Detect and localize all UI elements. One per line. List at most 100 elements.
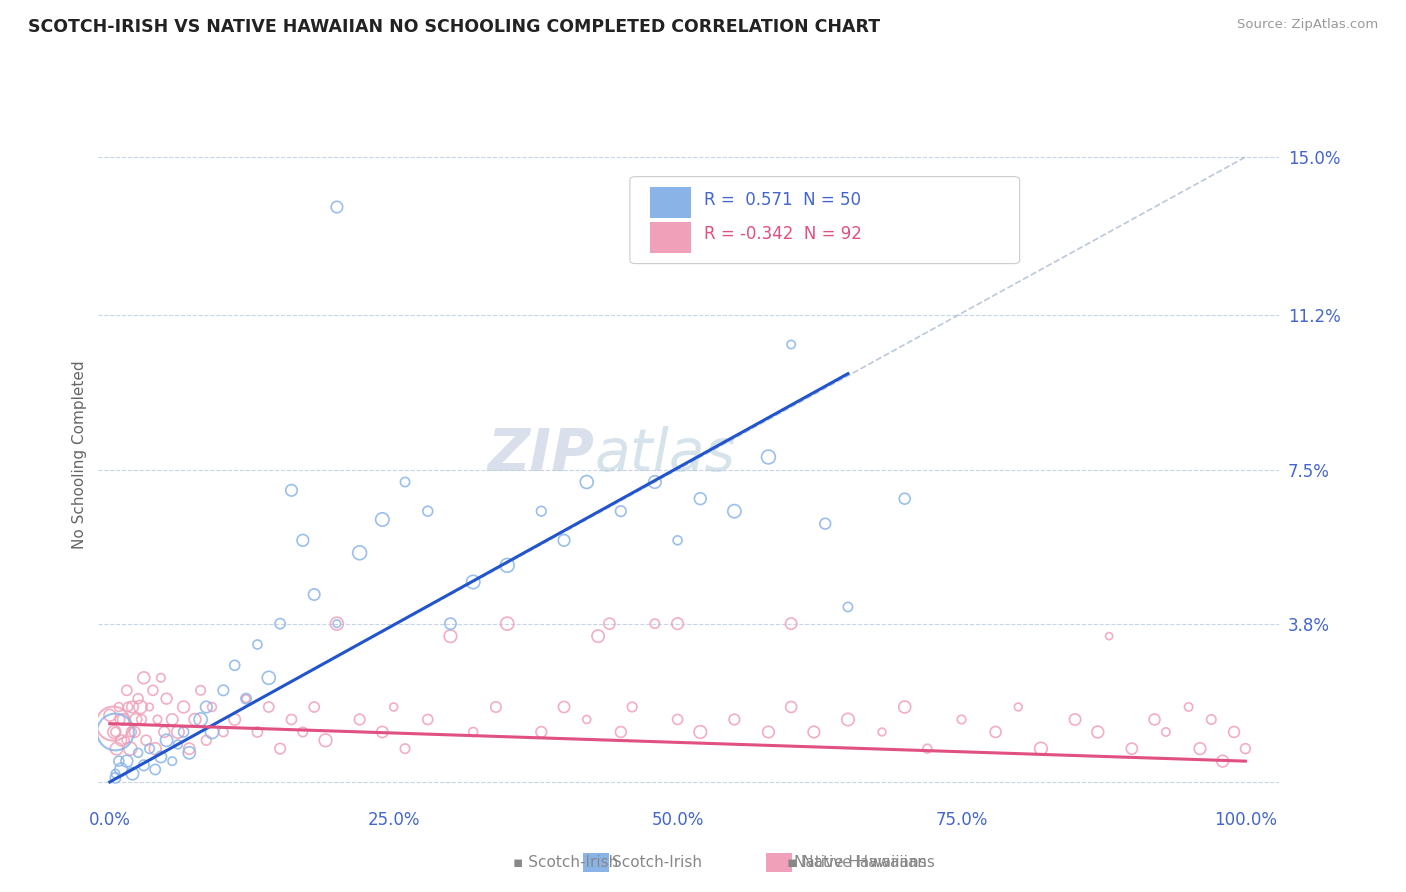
Point <box>1029 741 1052 756</box>
Point <box>138 700 160 714</box>
Point <box>984 725 1007 739</box>
Point <box>723 713 745 727</box>
Point <box>108 700 131 714</box>
Point <box>1154 725 1177 739</box>
Point <box>326 616 349 631</box>
Point <box>315 733 337 747</box>
Point <box>246 638 269 652</box>
Point <box>167 738 190 752</box>
Point <box>758 450 780 464</box>
Bar <box>766 853 792 872</box>
Point <box>155 733 177 747</box>
Point <box>103 725 125 739</box>
Point <box>108 713 131 727</box>
Point <box>104 771 127 785</box>
Point <box>173 700 195 714</box>
Point <box>666 616 689 631</box>
Point <box>117 700 139 714</box>
Point <box>371 512 394 526</box>
FancyBboxPatch shape <box>630 177 1019 263</box>
Point <box>269 741 291 756</box>
Point <box>610 725 633 739</box>
Point <box>1098 629 1121 643</box>
Point <box>129 700 152 714</box>
Point <box>121 766 143 780</box>
Point <box>143 741 166 756</box>
Point <box>121 700 143 714</box>
Point <box>224 713 246 727</box>
Point <box>530 504 553 518</box>
Point <box>1201 713 1223 727</box>
Point <box>439 616 461 631</box>
Point <box>1223 725 1246 739</box>
Point <box>302 700 325 714</box>
Point <box>190 713 212 727</box>
Point <box>142 683 165 698</box>
Point <box>870 725 893 739</box>
Text: R =  0.571  N = 50: R = 0.571 N = 50 <box>704 191 862 209</box>
Text: ▪ Scotch-Irish: ▪ Scotch-Irish <box>513 855 619 870</box>
Point <box>269 616 291 631</box>
Point <box>132 671 155 685</box>
Point <box>496 558 519 573</box>
Point <box>162 754 183 768</box>
Point <box>575 475 598 489</box>
Point <box>257 671 280 685</box>
Point <box>1143 713 1166 727</box>
Point <box>689 725 711 739</box>
Point <box>143 763 166 777</box>
Point <box>280 713 302 727</box>
Point <box>257 700 280 714</box>
Point <box>416 713 439 727</box>
Text: ▪ Native Hawaiians: ▪ Native Hawaiians <box>787 855 935 870</box>
Point <box>644 475 666 489</box>
Point <box>112 713 135 727</box>
Point <box>120 741 142 756</box>
Point <box>104 725 127 739</box>
Point <box>212 725 235 739</box>
Point <box>553 700 575 714</box>
Point <box>302 587 325 601</box>
Point <box>155 691 177 706</box>
Point <box>893 700 915 714</box>
Point <box>173 725 195 739</box>
Point <box>120 725 142 739</box>
Point <box>201 700 224 714</box>
Point <box>114 733 136 747</box>
Bar <box>583 853 609 872</box>
Point <box>1064 713 1087 727</box>
Point <box>195 733 218 747</box>
Point <box>893 491 915 506</box>
Y-axis label: No Schooling Completed: No Schooling Completed <box>72 360 87 549</box>
Point <box>1087 725 1109 739</box>
Point <box>162 713 183 727</box>
Point <box>349 713 371 727</box>
Point <box>666 713 689 727</box>
Point <box>125 713 148 727</box>
Point <box>132 758 155 772</box>
Point <box>235 691 257 706</box>
Bar <box>650 187 692 219</box>
Point <box>104 766 127 780</box>
Point <box>463 725 485 739</box>
Point <box>280 483 302 498</box>
Point <box>131 713 153 727</box>
Point <box>1212 754 1234 768</box>
Point <box>179 746 201 760</box>
Point <box>1188 741 1211 756</box>
Point <box>235 691 257 706</box>
Point <box>224 658 246 673</box>
Point <box>837 713 859 727</box>
Point <box>1121 741 1143 756</box>
Point <box>138 741 160 756</box>
Point <box>814 516 837 531</box>
Point <box>149 671 172 685</box>
Point <box>837 599 859 614</box>
Point <box>179 741 201 756</box>
Point <box>485 700 508 714</box>
Point <box>758 725 780 739</box>
Point <box>127 691 149 706</box>
Point <box>644 616 666 631</box>
Point <box>394 741 416 756</box>
Point <box>553 533 575 548</box>
